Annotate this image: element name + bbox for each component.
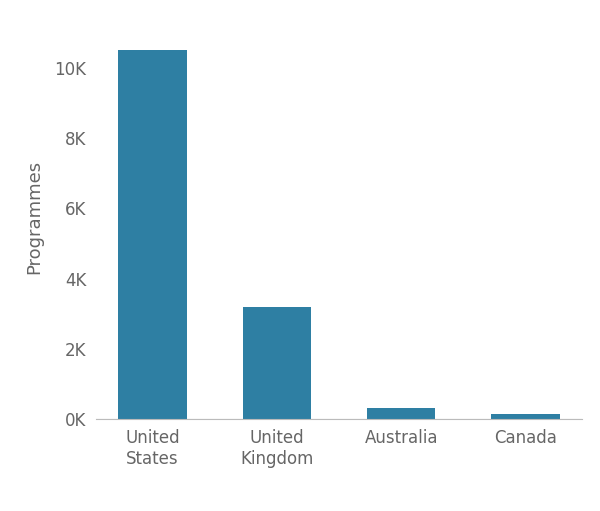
Bar	[367, 408, 436, 419]
Y-axis label: Programmes: Programmes	[25, 160, 43, 274]
Bar	[242, 307, 311, 419]
Bar	[118, 51, 187, 419]
Bar	[491, 414, 560, 419]
